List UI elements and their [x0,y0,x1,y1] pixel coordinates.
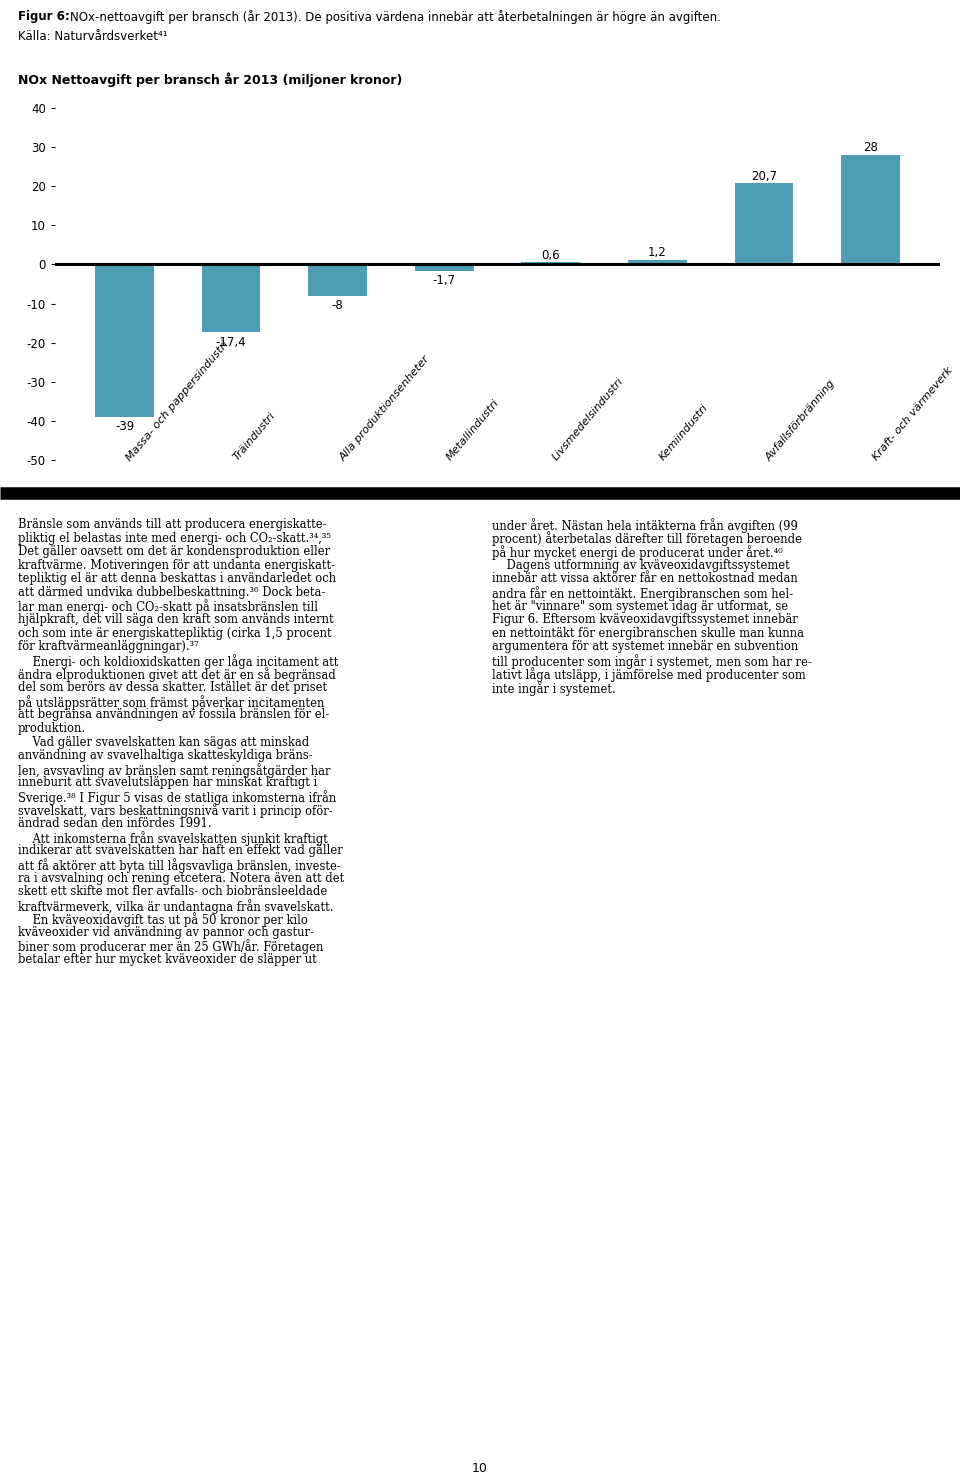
Text: procent) återbetalas därefter till företagen beroende: procent) återbetalas därefter till föret… [492,531,802,546]
Bar [202,264,260,332]
Text: NOx-nettoavgift per bransch (år 2013). De positiva värdena innebär att återbetal: NOx-nettoavgift per bransch (år 2013). D… [70,10,721,24]
Text: till producenter som ingår i systemet, men som har re-: till producenter som ingår i systemet, m… [492,653,812,668]
Text: 0,6: 0,6 [541,249,560,261]
Text: 28: 28 [863,142,877,155]
Text: produktion.: produktion. [18,721,86,735]
Text: ändrad sedan den infördes 1991.: ändrad sedan den infördes 1991. [18,817,211,830]
Text: att få aktörer att byta till lågsvavliga bränslen, investe-: att få aktörer att byta till lågsvavliga… [18,858,341,873]
Text: kraftvärmeverk, vilka är undantagna från svavelskatt.: kraftvärmeverk, vilka är undantagna från… [18,898,333,913]
Text: hjälpkraft, det vill säga den kraft som används internt: hjälpkraft, det vill säga den kraft som … [18,614,334,627]
Bar [308,264,367,295]
Text: Bränsle som används till att producera energiskatte-: Bränsle som används till att producera e… [18,518,326,531]
Text: argumentera för att systemet innebär en subvention: argumentera för att systemet innebär en … [492,640,799,653]
Text: att därmed undvika dubbelbeskattning.³⁶ Dock beta-: att därmed undvika dubbelbeskattning.³⁶ … [18,586,325,599]
Text: inneburit att svavelutsläppen har minskat kraftigt i: inneburit att svavelutsläppen har minska… [18,776,317,789]
Text: Figur 6:: Figur 6: [18,10,70,24]
Text: ändra elproduktionen givet att det är en så begränsad: ändra elproduktionen givet att det är en… [18,668,336,683]
Text: -17,4: -17,4 [216,336,247,348]
Text: betalar efter hur mycket kväveoxider de släpper ut: betalar efter hur mycket kväveoxider de … [18,953,317,966]
Text: Energi- och koldioxidskatten ger låga incitament att: Energi- och koldioxidskatten ger låga in… [18,653,338,668]
Text: Figur 6. Eftersom kväveoxidavgiftssystemet innebär: Figur 6. Eftersom kväveoxidavgiftssystem… [492,614,798,627]
Text: kraftvärme. Motiveringen för att undanta energiskatt-: kraftvärme. Motiveringen för att undanta… [18,559,335,572]
Text: en nettointäkt för energibranschen skulle man kunna: en nettointäkt för energibranschen skull… [492,627,804,640]
Text: kväveoxider vid användning av pannor och gastur-: kväveoxider vid användning av pannor och… [18,926,314,940]
Bar [841,155,900,264]
Text: pliktig el belastas inte med energi- och CO₂-skatt.³⁴,³⁵: pliktig el belastas inte med energi- och… [18,531,331,544]
Text: på hur mycket energi de producerat under året.⁴⁰: på hur mycket energi de producerat under… [492,546,782,560]
Text: lativt låga utsläpp, i jämförelse med producenter som: lativt låga utsläpp, i jämförelse med pr… [492,668,805,683]
Text: 20,7: 20,7 [751,170,777,183]
Text: under året. Nästan hela intäkterna från avgiften (99: under året. Nästan hela intäkterna från … [492,518,798,532]
Text: på utsläppsrätter som främst påverkar incitamenten: på utsläppsrätter som främst påverkar in… [18,695,324,709]
Text: Att inkomsterna från svavelskatten sjunkit kraftigt: Att inkomsterna från svavelskatten sjunk… [18,830,328,845]
Text: att begränsa användningen av fossila bränslen för el-: att begränsa användningen av fossila brä… [18,708,329,721]
Text: 10: 10 [472,1462,488,1475]
Text: tepliktig el är att denna beskattas i användarledet och: tepliktig el är att denna beskattas i an… [18,572,336,586]
Bar [415,264,473,271]
Text: användning av svavelhaltiga skatteskyldiga bräns-: användning av svavelhaltiga skatteskyldi… [18,749,313,763]
Text: -8: -8 [332,299,344,313]
Bar [734,183,793,264]
Text: Det gäller oavsett om det är kondensproduktion eller: Det gäller oavsett om det är kondensprod… [18,546,330,558]
Text: andra får en nettointäkt. Energibranschen som hel-: andra får en nettointäkt. Energibransche… [492,586,793,600]
Text: inte ingår i systemet.: inte ingår i systemet. [492,681,615,696]
Text: biner som producerar mer än 25 GWh/år. Företagen: biner som producerar mer än 25 GWh/år. F… [18,940,324,954]
Text: NOx Nettoavgift per bransch år 2013 (miljoner kronor): NOx Nettoavgift per bransch år 2013 (mil… [18,72,402,87]
Text: Vad gäller svavelskatten kan sägas att minskad: Vad gäller svavelskatten kan sägas att m… [18,736,309,749]
Text: innebär att vissa aktörer får en nettokostnad medan: innebär att vissa aktörer får en nettoko… [492,572,798,586]
Text: 1,2: 1,2 [648,246,666,260]
Text: skett ett skifte mot fler avfalls- och biobränsleeldade: skett ett skifte mot fler avfalls- och b… [18,885,327,898]
Text: het är "vinnare" som systemet idag är utformat, se: het är "vinnare" som systemet idag är ut… [492,600,788,612]
Text: -1,7: -1,7 [433,274,456,288]
Text: och som inte är energiskattepliktig (cirka 1,5 procent: och som inte är energiskattepliktig (cir… [18,627,331,640]
Text: Sverige.³⁸ I Figur 5 visas de statliga inkomsterna ifrån: Sverige.³⁸ I Figur 5 visas de statliga i… [18,791,336,805]
Bar [628,260,686,264]
Text: lar man energi- och CO₂-skatt på insatsbränslen till: lar man energi- och CO₂-skatt på insatsb… [18,600,318,615]
Text: -39: -39 [115,420,134,434]
Text: indikerar att svavelskatten har haft en effekt vad gäller: indikerar att svavelskatten har haft en … [18,844,343,857]
Text: ra i avsvalning och rening etcetera. Notera även att det: ra i avsvalning och rening etcetera. Not… [18,872,345,885]
Text: svavelskatt, vars beskattningsnivå varit i princip oför-: svavelskatt, vars beskattningsnivå varit… [18,804,332,819]
Text: del som berörs av dessa skatter. Istället är det priset: del som berörs av dessa skatter. Iställe… [18,681,327,695]
Bar [95,264,154,417]
Bar [521,263,580,264]
Text: för kraftvärmeanläggningar).³⁷: för kraftvärmeanläggningar).³⁷ [18,640,199,653]
Text: Källa: Naturvårdsverket⁴¹: Källa: Naturvårdsverket⁴¹ [18,30,168,43]
Text: len, avsvavling av bränslen samt reningsåtgärder har: len, avsvavling av bränslen samt renings… [18,763,330,777]
Text: En kväveoxidavgift tas ut på 50 kronor per kilo: En kväveoxidavgift tas ut på 50 kronor p… [18,913,308,928]
Text: Dagens utformning av kväveoxidavgiftssystemet: Dagens utformning av kväveoxidavgiftssys… [492,559,790,572]
